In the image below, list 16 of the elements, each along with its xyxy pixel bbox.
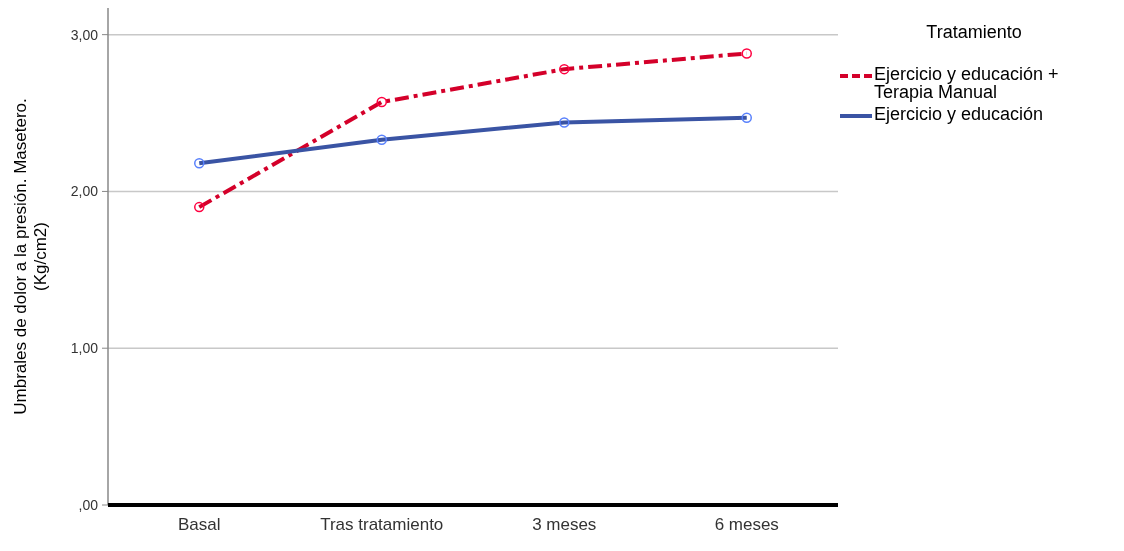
x-tick-label: 6 meses: [714, 515, 779, 534]
x-tick-label: 3 meses: [532, 515, 597, 534]
legend-label: Ejercicio y educación + Terapia Manual: [874, 64, 1059, 103]
y-tick-label: 3,00: [70, 26, 99, 43]
y-tick-label: 1,00: [70, 340, 99, 357]
y-axis-title: Umbrales de dolor a la presión. Masetero. (Kg/cm2): [11, 98, 50, 415]
x-tick-label: Basal: [177, 515, 221, 534]
y-tick-label: 2,00: [70, 183, 99, 200]
point: [194, 201, 205, 213]
x-tick-label: Tras tratamiento: [320, 515, 444, 534]
legend-title: Tratamiento: [926, 22, 1022, 42]
y-tick-label: ,00: [78, 496, 99, 513]
point: [376, 96, 387, 108]
point: [741, 48, 752, 59]
point: [559, 63, 570, 75]
legend-label: Ejercicio y educación: [874, 104, 1044, 125]
